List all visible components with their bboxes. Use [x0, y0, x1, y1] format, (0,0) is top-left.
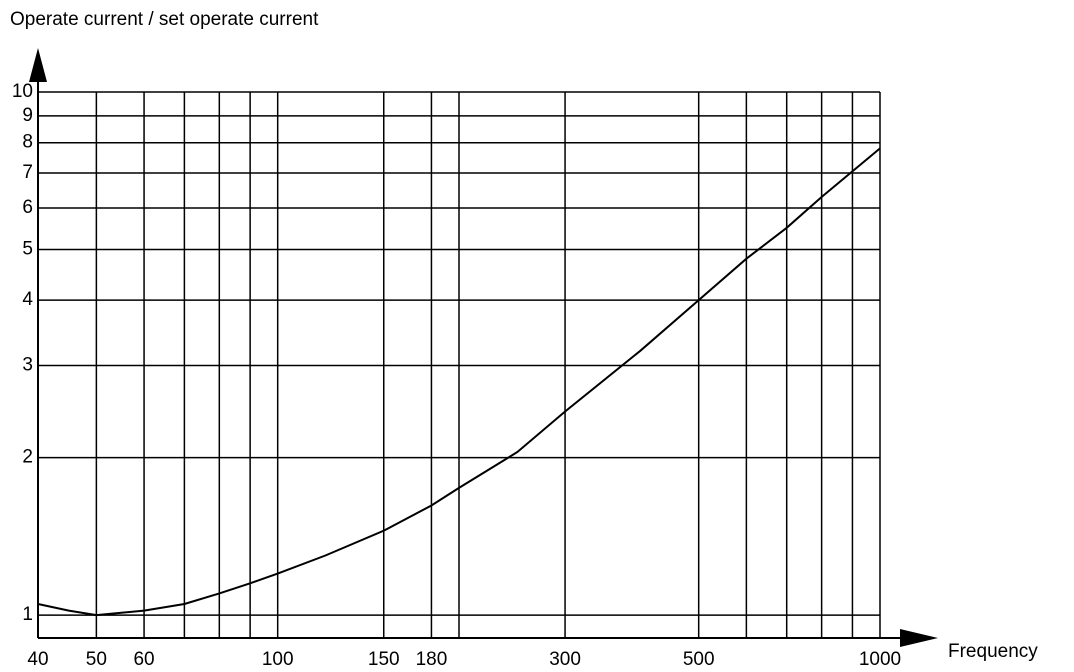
y-tick-label: 9 [22, 105, 33, 126]
curve [37, 147, 881, 617]
x-tick-label: 100 [262, 649, 294, 670]
y-tick-label: 6 [22, 197, 33, 218]
x-tick-label: 150 [368, 649, 400, 670]
y-arrow [29, 48, 47, 82]
x-tick-label: 500 [683, 649, 715, 670]
x-tick-label: 300 [549, 649, 581, 670]
y-tick-label: 2 [22, 447, 33, 468]
x-tick-label: 180 [416, 649, 448, 670]
x-tick-label: 50 [86, 649, 107, 670]
x-tick-label: 40 [27, 649, 48, 670]
y-axis-label: Operate current / set operate current [10, 9, 319, 30]
x-axis-label: Frequency [948, 641, 1038, 662]
x-tick-label: 60 [133, 649, 154, 670]
y-tick-label: 8 [22, 132, 33, 153]
x-arrow [900, 629, 938, 647]
y-tick-label: 1 [22, 604, 33, 625]
y-tick-label: 10 [12, 81, 33, 102]
y-tick-label: 5 [22, 238, 33, 259]
x-tick-label: 1000 [859, 649, 901, 670]
y-tick-label: 4 [22, 289, 33, 310]
y-tick-label: 7 [22, 162, 33, 183]
y-tick-label: 3 [22, 355, 33, 376]
